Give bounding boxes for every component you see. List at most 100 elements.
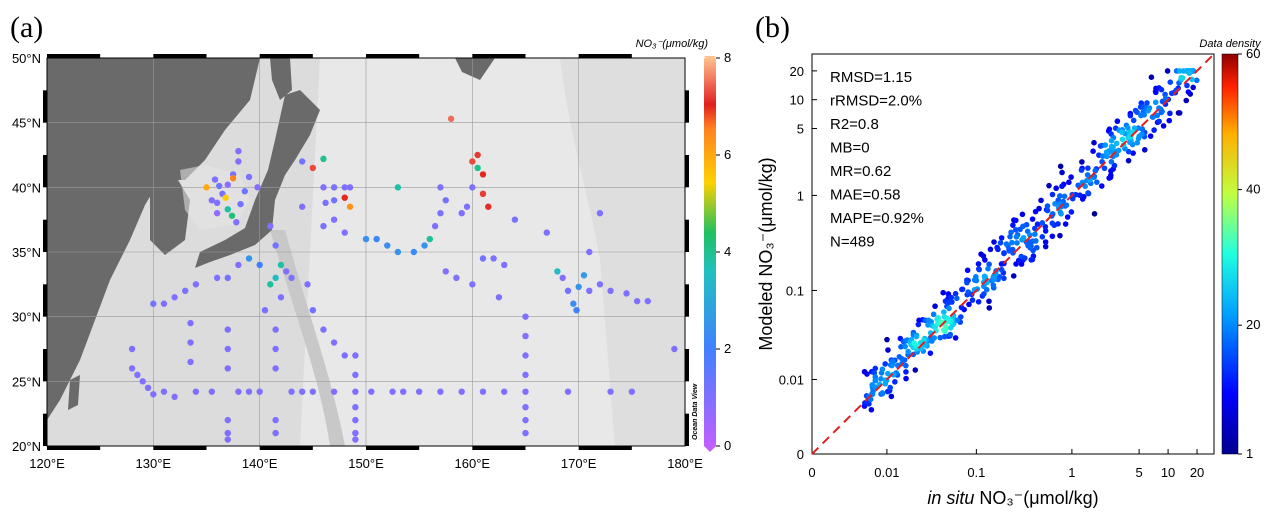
scatter-point (937, 334, 943, 341)
map-sample-point (272, 274, 279, 282)
map-sample-point (373, 235, 380, 243)
map-sample-point (352, 416, 359, 424)
map-sample-point (522, 313, 529, 320)
map-sample-point (192, 281, 200, 288)
map-sample-point (304, 281, 311, 288)
scatter-point (1167, 110, 1173, 117)
scatter-point (1049, 191, 1056, 198)
map-border-dash (685, 155, 689, 188)
map-sample-point (469, 281, 476, 288)
scatter-point (1063, 202, 1070, 208)
map-sample-point (128, 365, 136, 372)
scatter-point (998, 235, 1005, 241)
scatter-y-tick-label: 10 (790, 93, 804, 108)
map-sample-point (410, 248, 418, 256)
map-sample-point (623, 290, 630, 297)
map-sample-point (362, 235, 370, 243)
map-sample-point (320, 155, 327, 163)
map-sample-point (228, 212, 236, 219)
no3-colorbar-tick-label: 4 (724, 244, 731, 259)
stats-block: RMSD=1.15 rRMSD=2.0% R2=0.8 MB=0 MR=0.62 MAE=… (830, 69, 924, 251)
x-axis-label-prefix: in situ (927, 488, 974, 508)
scatter-points (861, 68, 1200, 413)
map-border-dash (366, 446, 420, 450)
scatter-point (942, 323, 949, 330)
map-border-dash (43, 219, 47, 252)
stat-line: rRMSD=2.0% (830, 93, 922, 110)
map-sample-point (229, 175, 237, 182)
map-border-dash (472, 54, 526, 58)
map-border-dash (47, 446, 101, 450)
map-sample-point (554, 268, 561, 275)
map-sample-point (277, 294, 285, 301)
map-sample-point (628, 388, 636, 395)
scatter-point (1013, 234, 1020, 240)
map-sample-point (352, 436, 359, 443)
density-colorbar-gradient (1221, 53, 1239, 455)
map-sample-point (479, 388, 487, 395)
map-sample-point (245, 255, 253, 262)
scatter-point (899, 356, 905, 362)
map-sample-point (543, 229, 550, 236)
map-sample-point (272, 365, 279, 372)
map-sample-point (171, 393, 178, 401)
map-sample-point (437, 388, 444, 395)
map-sample-point (261, 307, 269, 314)
scatter-point (997, 240, 1004, 246)
scatter-point (1166, 117, 1173, 124)
map-sample-point (586, 248, 593, 256)
scatter-point (958, 304, 965, 311)
scatter-point (981, 291, 987, 297)
map-sample-point (522, 352, 529, 359)
map-border-dash (366, 54, 420, 58)
scatter-point (905, 348, 911, 355)
stat-line: RMSD=1.15 (830, 69, 912, 86)
map-sample-point (171, 294, 178, 301)
scatter-point (1078, 167, 1085, 173)
scatter-point (947, 325, 954, 331)
map-sample-point (495, 294, 503, 301)
scatter-point (1153, 89, 1159, 96)
map-sample-point (233, 219, 240, 226)
map-sample-point (330, 216, 338, 223)
scatter-point (1144, 100, 1150, 106)
scatter-point (965, 289, 972, 295)
panel-label-a: (a) (10, 11, 43, 44)
scatter-point (1003, 241, 1010, 247)
stat-line: R2=0.8 (830, 116, 879, 133)
map-sample-point (224, 429, 231, 437)
map-sample-point (352, 352, 359, 359)
scatter-point (1053, 185, 1059, 192)
scatter-point (1148, 74, 1155, 81)
scatter-point (1127, 112, 1134, 119)
map-sample-point (224, 436, 231, 443)
map-sample-point (330, 339, 338, 346)
map-sample-point (211, 176, 219, 183)
map-border-dash (578, 446, 632, 450)
map-sample-point (573, 307, 580, 314)
scatter-point (1038, 197, 1044, 204)
scatter-point (903, 369, 909, 375)
map-sample-point (352, 388, 359, 395)
scatter-point (1141, 147, 1148, 153)
scatter-point (1059, 183, 1065, 190)
scatter-point (990, 282, 997, 288)
map-sample-point (479, 171, 487, 178)
map-border-dash (153, 446, 207, 450)
scatter-point (1033, 238, 1039, 244)
scatter-point (1108, 158, 1115, 165)
map-sample-point (437, 210, 444, 217)
map-sample-point (320, 222, 327, 230)
scatter-point (1085, 190, 1091, 196)
map-sample-point (458, 210, 465, 217)
map-sample-point (522, 416, 529, 424)
scatter-point (952, 290, 959, 297)
scatter-point (1156, 118, 1162, 125)
scatter-point (1190, 84, 1196, 91)
map-sample-point (352, 404, 359, 411)
map-sample-point (160, 300, 168, 307)
x-axis-label-main: NO₃⁻(μmol/kg) (979, 488, 1098, 508)
scatter-point (995, 276, 1001, 283)
map-sample-point (254, 184, 261, 191)
map-tick-labels: 120°E 130°E 140°E 150°E 160°E 170°E 180°E 20°N 2… (12, 51, 703, 471)
